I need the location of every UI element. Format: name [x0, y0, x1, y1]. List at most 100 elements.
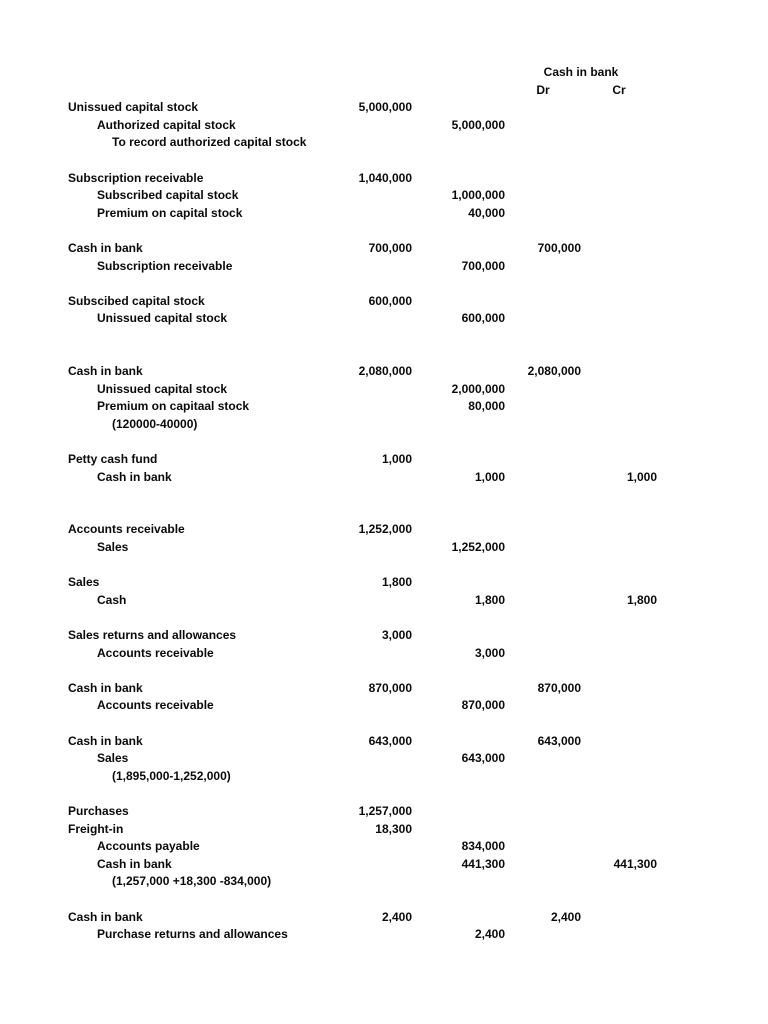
bank-dr-amount [505, 134, 581, 152]
credit-amount [412, 680, 505, 698]
bank-dr-amount [505, 258, 581, 276]
bank-dr-amount [505, 662, 581, 680]
account-label: To record authorized capital stock [112, 135, 307, 150]
debit-amount [340, 715, 412, 733]
bank-dr-amount [505, 293, 581, 311]
account-label: Unissued capital stock [68, 100, 199, 115]
bank-cr-amount [581, 750, 657, 768]
debit-amount [340, 609, 412, 627]
bank-dr-amount [505, 398, 581, 416]
journal-row: Accounts receivable 3,000 [0, 645, 768, 663]
blank-row [0, 152, 768, 170]
debit-amount [340, 152, 412, 170]
account-label [0, 504, 340, 522]
debit-amount [340, 926, 412, 944]
credit-amount [412, 134, 505, 152]
debit-amount: 2,080,000 [358, 364, 412, 379]
account-label [0, 275, 340, 293]
bank-cr-amount [581, 539, 657, 557]
bank-dr-amount [505, 504, 581, 522]
bank-cr-amount [581, 680, 657, 698]
bank-cr-amount: 1,000 [626, 469, 657, 484]
bank-dr-amount: 870,000 [537, 680, 581, 695]
debit-amount [340, 873, 412, 891]
credit-amount [412, 275, 505, 293]
account-label: Purchases [68, 803, 129, 818]
credit-amount [412, 170, 505, 188]
credit-amount: 3,000 [474, 645, 505, 660]
bank-dr-amount [505, 697, 581, 715]
blank-row [0, 433, 768, 451]
debit-amount [340, 645, 412, 663]
account-label: Cash [97, 592, 127, 607]
account-label: Authorized capital stock [97, 117, 236, 132]
bank-column-group-header-row: Cash in bank [0, 64, 768, 82]
bank-cr-amount [581, 134, 657, 152]
journal-row: Purchases 1,257,000 [0, 803, 768, 821]
bank-dr-amount [505, 469, 581, 487]
journal-row: Subscribed capital stock 1,000,000 [0, 187, 768, 205]
bank-dr-amount [505, 750, 581, 768]
debit-amount [340, 328, 412, 346]
bank-cr-amount [581, 909, 657, 927]
credit-amount: 1,252,000 [451, 540, 505, 555]
journal-row: Sales 1,800 [0, 574, 768, 592]
credit-amount: 700,000 [461, 258, 505, 273]
bank-cr-amount [581, 609, 657, 627]
journal-rows: Unissued capital stock 5,000,000 Authorize… [0, 99, 768, 944]
debit-amount [340, 539, 412, 557]
journal-row: Unissued capital stock 2,000,000 [0, 381, 768, 399]
credit-amount: 441,300 [461, 856, 505, 871]
debit-amount: 18,300 [375, 821, 412, 836]
bank-dr-amount [505, 328, 581, 346]
bank-cr-amount [581, 785, 657, 803]
account-label: Subscibed capital stock [68, 293, 205, 308]
debit-amount: 1,800 [381, 575, 412, 590]
journal-row: Unissued capital stock 600,000 [0, 310, 768, 328]
bank-dr-amount [505, 891, 581, 909]
bank-dr-amount [505, 187, 581, 205]
journal-row: Premium on capitaal stock 80,000 [0, 398, 768, 416]
bank-cr-amount [581, 574, 657, 592]
journal-row: Subscibed capital stock 600,000 [0, 293, 768, 311]
credit-amount [412, 627, 505, 645]
blank-row [0, 486, 768, 504]
bank-drcr-header-row: Dr Cr [0, 82, 768, 100]
bank-cr-amount [581, 627, 657, 645]
blank-row [0, 609, 768, 627]
debit-amount [340, 697, 412, 715]
journal-row: Freight-in 18,300 [0, 821, 768, 839]
bank-cr-amount [581, 821, 657, 839]
account-label [0, 609, 340, 627]
debit-amount [340, 205, 412, 223]
bank-cr-amount [581, 275, 657, 293]
bank-dr-amount [505, 205, 581, 223]
credit-amount [412, 785, 505, 803]
bank-cr-amount [581, 222, 657, 240]
bank-dr-amount: 700,000 [537, 240, 581, 255]
debit-amount [340, 275, 412, 293]
bank-dr-amount [505, 715, 581, 733]
account-label: Unissued capital stock [97, 311, 228, 326]
debit-amount: 870,000 [368, 680, 412, 695]
bank-dr-amount [505, 768, 581, 786]
account-label: Cash in bank [97, 856, 172, 871]
bank-cr-amount [581, 205, 657, 223]
bank-cr-amount: 1,800 [626, 592, 657, 607]
bank-dr-amount [505, 539, 581, 557]
account-label: Purchase returns and allowances [97, 927, 288, 942]
credit-amount [412, 557, 505, 575]
bank-cr-amount [581, 363, 657, 381]
bank-dr-amount [505, 99, 581, 117]
account-label [0, 346, 340, 364]
journal-row: Accounts payable 834,000 [0, 838, 768, 856]
credit-amount [412, 240, 505, 258]
account-label: Cash in bank [68, 240, 143, 255]
blank-row [0, 557, 768, 575]
account-label [0, 715, 340, 733]
journal-row: Purchase returns and allowances 2,400 [0, 926, 768, 944]
journal-row: (1,895,000-1,252,000) [0, 768, 768, 786]
account-label [0, 785, 340, 803]
debit-amount [340, 381, 412, 399]
bank-dr-amount [505, 803, 581, 821]
